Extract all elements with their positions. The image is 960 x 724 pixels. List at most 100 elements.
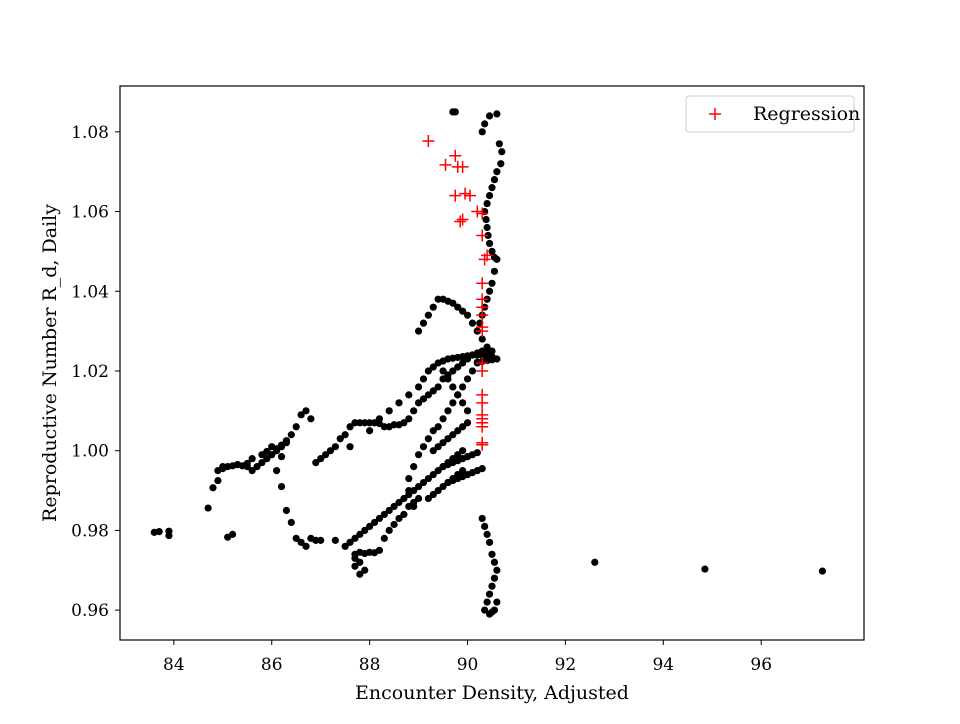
data-point: [351, 554, 359, 562]
data-point: [478, 514, 486, 523]
data-point: [302, 407, 310, 415]
data-point: [351, 562, 359, 570]
regression-point: [476, 396, 489, 409]
data-point: [424, 367, 432, 375]
data-point: [248, 467, 256, 475]
data-point: [331, 536, 339, 544]
regression-point: [459, 187, 472, 200]
data-point: [400, 494, 408, 503]
y-tick-label: 1.06: [71, 203, 109, 223]
x-tick-label: 92: [555, 655, 577, 675]
data-point: [277, 453, 286, 461]
data-point: [414, 327, 423, 335]
regression-point: [456, 160, 469, 173]
data-point: [434, 423, 442, 431]
regression-point: [476, 364, 489, 377]
data-point: [478, 465, 486, 473]
data-point: [459, 307, 467, 315]
data-point: [444, 478, 452, 487]
data-point: [380, 510, 388, 519]
data-point: [495, 140, 503, 148]
regression-point: [476, 309, 489, 322]
data-point: [454, 303, 462, 311]
regression-point: [476, 229, 489, 242]
data-point: [493, 168, 501, 176]
legend-marker: [709, 108, 721, 120]
data-point: [429, 363, 437, 371]
data-point: [385, 506, 393, 515]
x-tick-label: 96: [750, 655, 772, 675]
data-point: [297, 411, 305, 419]
data-point: [478, 335, 486, 343]
data-point: [395, 498, 403, 507]
data-point: [490, 267, 499, 275]
data-point: [485, 112, 494, 120]
data-point: [463, 407, 472, 415]
data-point: [434, 467, 442, 475]
data-point: [483, 343, 491, 351]
data-point: [488, 279, 496, 287]
data-point: [488, 550, 496, 558]
data-point: [485, 590, 494, 598]
data-point: [463, 375, 472, 383]
data-point: [282, 506, 291, 515]
data-point: [483, 199, 491, 208]
data-point: [410, 463, 418, 471]
data-point: [405, 415, 413, 423]
data-point: [209, 484, 217, 492]
data-point: [326, 447, 335, 455]
data-point: [277, 482, 286, 491]
regression-point: [422, 135, 435, 148]
data-point: [463, 311, 472, 319]
regression-point: [481, 249, 494, 262]
data-point: [405, 474, 413, 483]
data-point: [414, 383, 423, 391]
data-point: [361, 526, 369, 534]
data-point: [424, 311, 432, 319]
data-point: [454, 363, 462, 371]
data-point: [331, 443, 339, 451]
data-point: [488, 347, 496, 355]
regression-point: [449, 149, 462, 162]
data-point: [356, 530, 364, 538]
data-point: [497, 160, 505, 168]
data-point: [444, 407, 452, 415]
regression-point: [476, 325, 489, 338]
data-point: [429, 470, 437, 479]
data-point: [258, 459, 266, 467]
data-point: [273, 447, 281, 455]
y-tick-label: 0.98: [71, 521, 109, 541]
data-point: [429, 447, 437, 455]
data-point: [449, 299, 457, 307]
data-point: [419, 319, 428, 327]
data-point: [228, 530, 237, 538]
data-point: [449, 367, 457, 375]
y-tick-label: 0.96: [71, 601, 109, 621]
data-point: [429, 303, 437, 311]
data-point: [449, 399, 457, 407]
data-point: [405, 490, 413, 499]
data-point: [253, 463, 261, 471]
x-tick-label: 88: [359, 655, 381, 675]
data-point: [490, 574, 499, 582]
y-tick-label: 1.00: [71, 442, 109, 462]
regression-point: [456, 213, 469, 226]
data-point: [366, 522, 374, 531]
data-point: [454, 427, 462, 435]
data-point: [449, 474, 457, 483]
data-point: [459, 383, 467, 391]
data-point: [346, 538, 354, 546]
data-point: [468, 367, 477, 375]
x-axis-ticks: 84 86 88 90 92 94 96: [163, 640, 772, 675]
data-point: [277, 443, 286, 451]
regression-point: [476, 420, 489, 433]
data-point: [488, 582, 496, 590]
data-point: [485, 192, 494, 200]
data-point: [268, 451, 276, 459]
data-point: [483, 530, 491, 538]
data-point: [410, 498, 418, 507]
data-point: [481, 522, 489, 531]
data-point: [321, 451, 330, 459]
data-point: [341, 431, 349, 439]
